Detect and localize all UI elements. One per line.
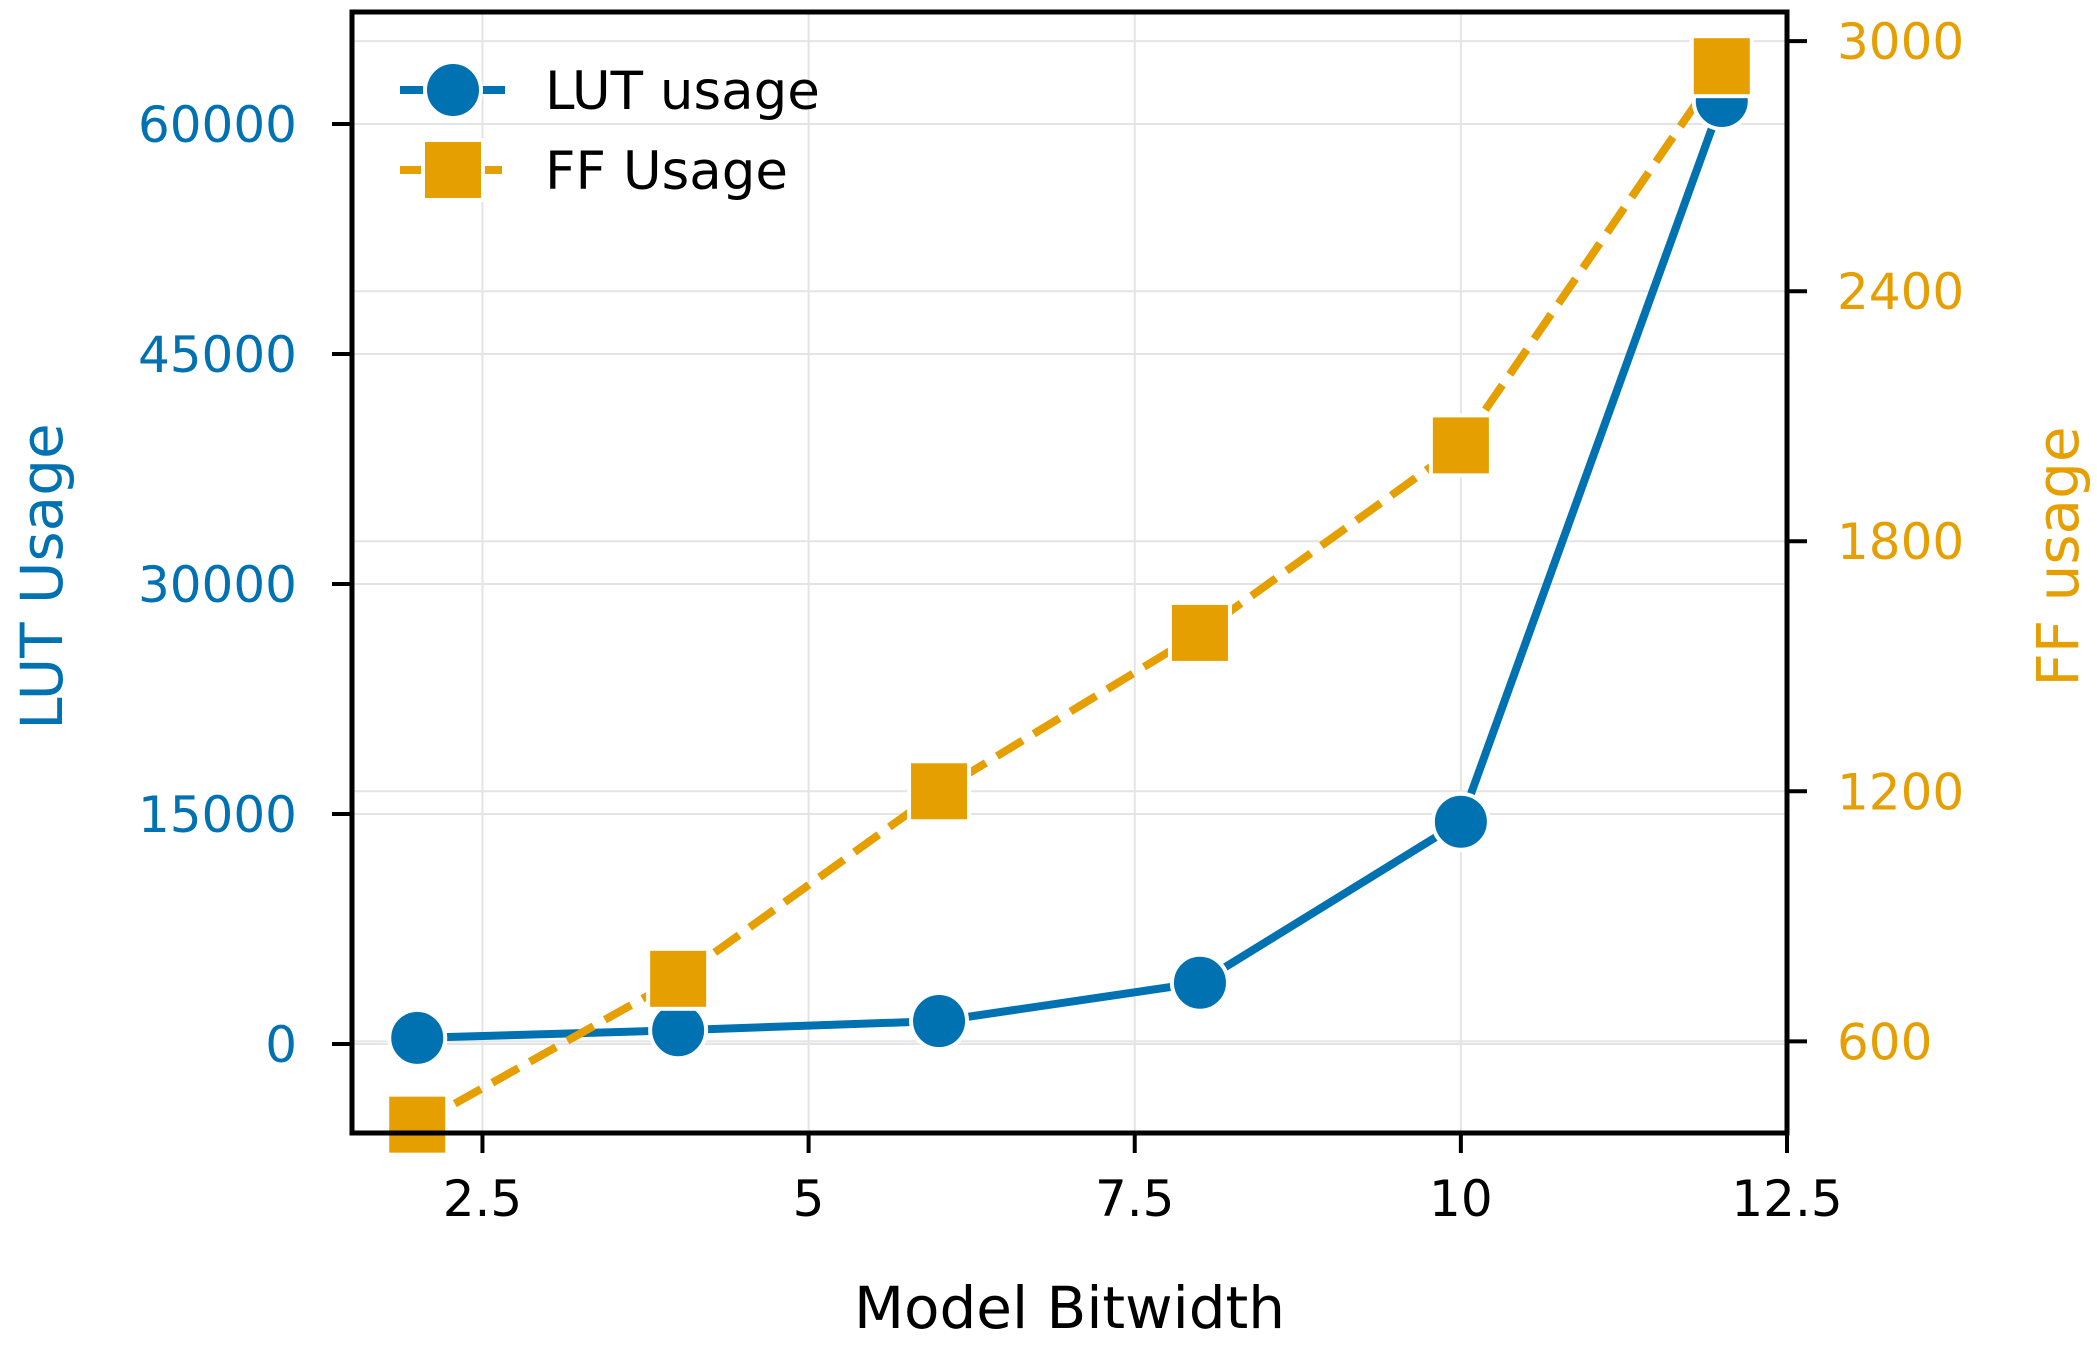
ff-point xyxy=(1428,413,1493,478)
lut-point xyxy=(1169,952,1230,1013)
x-tick-label: 7.5 xyxy=(1095,1170,1175,1228)
y2-tick-label: 1200 xyxy=(1837,763,1964,821)
y-axis-right: 600 1200 1800 2400 3000 xyxy=(1787,13,1964,1071)
legend-marker-circle xyxy=(423,60,483,120)
series-markers xyxy=(385,34,1754,1157)
legend: LUT usage FF Usage xyxy=(400,60,820,202)
y-axis-left: 0 15000 30000 45000 60000 xyxy=(138,96,352,1074)
series-lines xyxy=(415,63,1726,1129)
y2-axis-title: FF usage xyxy=(2024,426,2092,686)
ff-point xyxy=(385,1092,450,1157)
y-tick-label: 60000 xyxy=(138,96,297,154)
x-tick-label: 12.5 xyxy=(1731,1170,1842,1228)
y2-tick-label: 3000 xyxy=(1837,13,1964,71)
y-tick-label: 15000 xyxy=(138,786,297,844)
lut-point xyxy=(387,1007,448,1068)
y2-tick-label: 2400 xyxy=(1837,263,1964,321)
ff-point xyxy=(1689,34,1754,99)
y2-tick-label: 600 xyxy=(1837,1013,1932,1071)
x-tick-label: 5 xyxy=(793,1170,825,1228)
legend-label: LUT usage xyxy=(545,61,820,122)
y-tick-label: 30000 xyxy=(138,556,297,614)
y-axis-title: LUT Usage xyxy=(8,423,76,729)
legend-label: FF Usage xyxy=(545,141,788,202)
x-tick-label: 10 xyxy=(1429,1170,1493,1228)
x-tick-label: 2.5 xyxy=(443,1170,523,1228)
plot-frame xyxy=(349,9,1790,1136)
ff-point xyxy=(646,946,711,1011)
x-axis-title: Model Bitwidth xyxy=(854,1274,1285,1342)
lut-point xyxy=(909,991,970,1052)
legend-marker-square xyxy=(421,138,485,202)
y2-tick-label: 1800 xyxy=(1837,513,1964,571)
y-tick-label: 0 xyxy=(265,1016,297,1074)
x-axis: 2.5 5 7.5 10 12.5 xyxy=(443,1133,1843,1228)
lut-point xyxy=(1430,791,1491,852)
y-tick-label: 45000 xyxy=(138,326,297,384)
ff-point xyxy=(907,759,972,824)
series-line-0 xyxy=(417,99,1726,1042)
ff-point xyxy=(1167,600,1232,665)
